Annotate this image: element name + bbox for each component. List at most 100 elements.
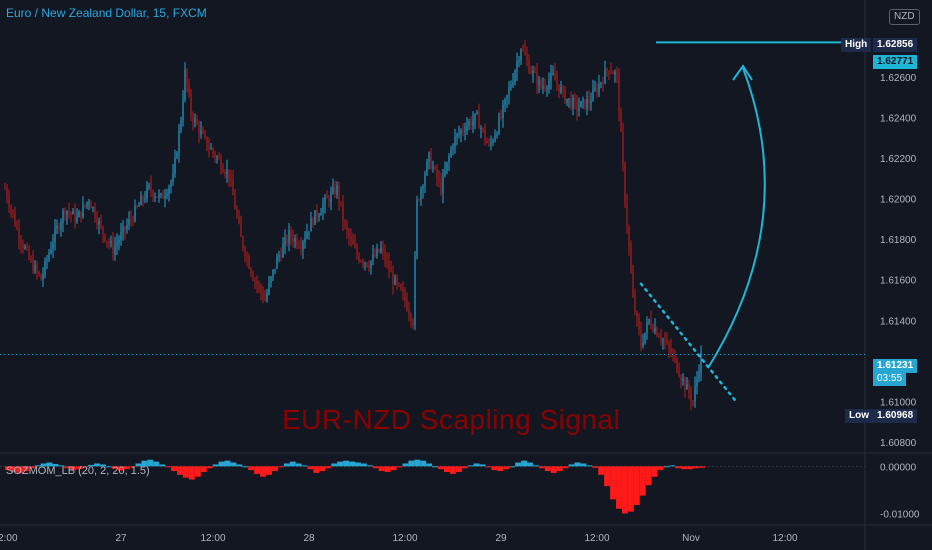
oscillator-bar-negative (171, 466, 178, 472)
candle-down (234, 195, 236, 210)
candle-down (80, 211, 82, 218)
currency-badge[interactable]: NZD (889, 9, 920, 25)
candle-series (4, 40, 702, 411)
candle-up (700, 351, 702, 373)
time-tick-label: 12:00 (0, 533, 18, 544)
indicator-label[interactable]: SOZMOM_LB (20, 2, 20, 1.5) (6, 465, 150, 477)
candle-down (660, 337, 662, 341)
candle-down (124, 226, 126, 230)
candle-up (134, 206, 136, 221)
time-tick-label: 12:00 (772, 533, 797, 544)
candle-up (160, 193, 162, 195)
candle-down (418, 199, 420, 201)
candle-up (504, 98, 506, 105)
candle-up (302, 242, 304, 250)
oscillator-bar-negative (177, 466, 183, 475)
oscillator-bar-negative (562, 466, 569, 469)
time-tick-label: Nov (682, 533, 700, 544)
oscillator-bar-negative (266, 466, 272, 475)
oscillator-bar-positive (105, 466, 112, 468)
oscillator-bar-negative (10, 466, 17, 472)
candle-up (330, 192, 332, 203)
candle-down (218, 157, 220, 159)
candle-down (434, 167, 436, 169)
price-tick-label: 1.60800 (880, 438, 917, 449)
candle-down (390, 270, 392, 273)
oscillator-bar-negative (633, 466, 640, 506)
candle-down (40, 274, 42, 281)
candle-up (476, 111, 478, 114)
candle-up (178, 130, 180, 153)
oscillator-bar-positive (52, 463, 59, 467)
oscillator-bar-negative (621, 466, 628, 514)
candle-down (246, 256, 248, 258)
candle-up (432, 167, 434, 169)
candle-up (646, 322, 648, 333)
oscillator-bar-negative (319, 466, 326, 472)
candle-up (422, 186, 424, 190)
candle-up (580, 101, 582, 108)
candle-down (622, 131, 624, 164)
candle-up (52, 241, 54, 250)
candle-up (586, 99, 588, 109)
oscillator-series (0, 459, 865, 514)
candle-down (312, 218, 314, 225)
candle-down (232, 179, 234, 196)
price-axis[interactable]: 1.62600 1.62400 1.62200 1.62000 1.61800 1.616… (880, 73, 920, 520)
candle-up (644, 332, 646, 343)
candle-down (656, 328, 658, 336)
candle-down (350, 237, 352, 240)
candle-up (268, 283, 270, 294)
candle-down (488, 143, 490, 145)
candle-up (158, 194, 160, 198)
candle-down (248, 257, 250, 269)
oscillator-bar-positive (663, 466, 670, 468)
candle-up (578, 107, 580, 111)
candle-up (548, 80, 550, 88)
candle-down (230, 178, 232, 180)
candle-down (530, 72, 532, 74)
candle-down (396, 277, 398, 283)
oscillator-bar-negative (16, 466, 23, 474)
candle-down (486, 140, 488, 144)
candle-down (102, 226, 104, 235)
high-label: High (841, 38, 872, 52)
candle-down (540, 79, 542, 88)
candle-down (666, 342, 668, 344)
candle-down (262, 292, 264, 299)
candle-down (100, 221, 102, 227)
candle-down (196, 118, 198, 125)
price-tick-label: 1.61400 (880, 316, 917, 327)
candle-up (320, 213, 322, 216)
candle-down (220, 158, 222, 170)
candle-up (532, 70, 534, 74)
candle-up (394, 277, 396, 285)
candle-up (172, 173, 174, 182)
candle-down (4, 188, 6, 190)
oscillator-bar-positive (337, 461, 344, 467)
oscillator-bar-positive (159, 464, 166, 467)
candle-down (354, 244, 356, 248)
candle-down (342, 203, 344, 222)
candle-up (568, 98, 570, 100)
candle-up (512, 81, 514, 86)
low-value: 1.60968 (873, 409, 918, 423)
candle-down (198, 124, 200, 135)
time-tick-label: 12:00 (200, 533, 225, 544)
projection-arrow (707, 67, 766, 369)
candle-down (334, 187, 336, 195)
oscillator-bar-positive (473, 463, 480, 467)
candle-down (670, 348, 672, 354)
time-axis[interactable]: 12:00 27 12:00 28 12:00 29 12:00 Nov 12:00 (0, 533, 798, 544)
candle-up (288, 230, 290, 243)
candle-down (554, 73, 556, 81)
candle-down (368, 266, 370, 269)
oscillator-bar-positive (147, 459, 154, 467)
symbol-title[interactable]: Euro / New Zealand Dollar, 15, FXCM (6, 6, 207, 20)
candle-down (588, 99, 590, 104)
oscillator-bar-negative (165, 466, 172, 468)
candle-down (610, 71, 612, 73)
candle-down (650, 319, 652, 327)
candle-down (238, 215, 240, 223)
oscillator-bar-negative (675, 466, 682, 469)
